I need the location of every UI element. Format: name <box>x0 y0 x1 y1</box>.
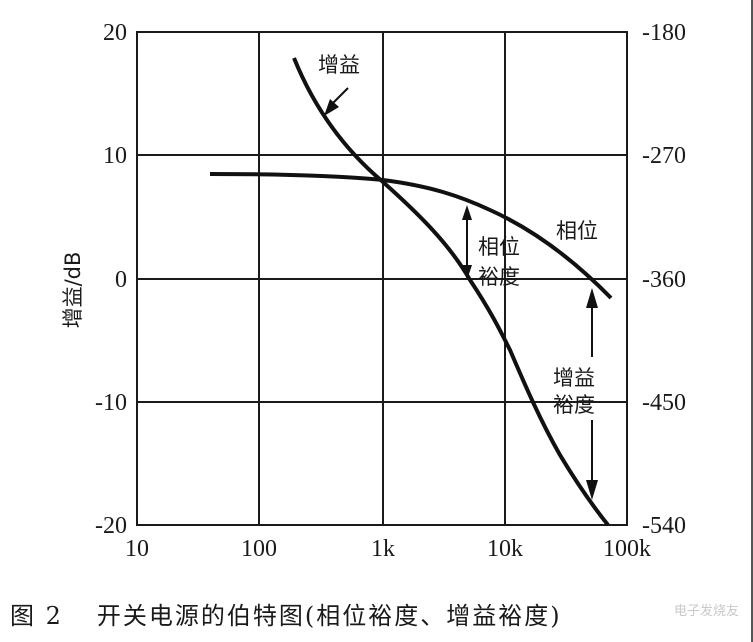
y-tick: -20 <box>95 513 127 539</box>
y-axis-label: 增益/dB <box>61 252 85 329</box>
y2-tick: -270 <box>642 143 686 169</box>
phase-label: 相位 <box>556 219 598 243</box>
x-tick: 10 <box>125 536 149 562</box>
x-axis-ticks: 10 100 1k 10k 100k <box>125 536 651 562</box>
gain-label-arrow-shaft <box>331 87 349 105</box>
x-tick: 100k <box>603 536 651 562</box>
x-tick: 10k <box>487 536 523 562</box>
gain-curve <box>292 57 610 527</box>
watermark: 电子发烧友 <box>673 604 739 619</box>
y-tick: -10 <box>95 390 127 416</box>
figure-caption: 图 2 开关电源的伯特图(相位裕度、增益裕度) <box>10 596 562 631</box>
arrow-up-icon <box>462 205 472 220</box>
y2-tick: -180 <box>642 20 686 46</box>
phase-curve <box>209 172 613 300</box>
y-tick: 0 <box>115 267 127 293</box>
x-tick: 100 <box>241 536 277 562</box>
y2-tick: -450 <box>642 390 686 416</box>
gain-label-arrow-head-icon <box>324 99 339 116</box>
gain-label: 增益 <box>318 53 360 77</box>
figure-caption-text: 开关电源的伯特图(相位裕度、增益裕度) <box>96 602 562 630</box>
arrow-down-icon <box>586 480 598 500</box>
arrow-up-icon <box>586 288 598 308</box>
gain-margin-label-line1: 增益 <box>553 366 595 390</box>
figure-number: 图 2 <box>10 602 63 630</box>
phase-margin-label-line1: 相位 <box>478 235 520 259</box>
arrow-down-icon <box>462 265 472 280</box>
horizontal-gridlines <box>137 154 627 403</box>
left-y-axis-ticks: 20 10 0 -10 -20 <box>95 20 127 539</box>
gain-margin-label-line2: 裕度 <box>553 393 595 417</box>
phase-margin-label-line2: 裕度 <box>478 265 520 289</box>
y-tick: 10 <box>103 143 127 169</box>
y2-tick: -540 <box>642 513 686 539</box>
right-y-axis-ticks: -180 -270 -360 -450 -540 <box>642 20 686 539</box>
y-tick: 20 <box>103 20 127 46</box>
x-tick: 1k <box>371 536 395 562</box>
image-border <box>751 0 753 642</box>
y2-tick: -360 <box>642 267 686 293</box>
